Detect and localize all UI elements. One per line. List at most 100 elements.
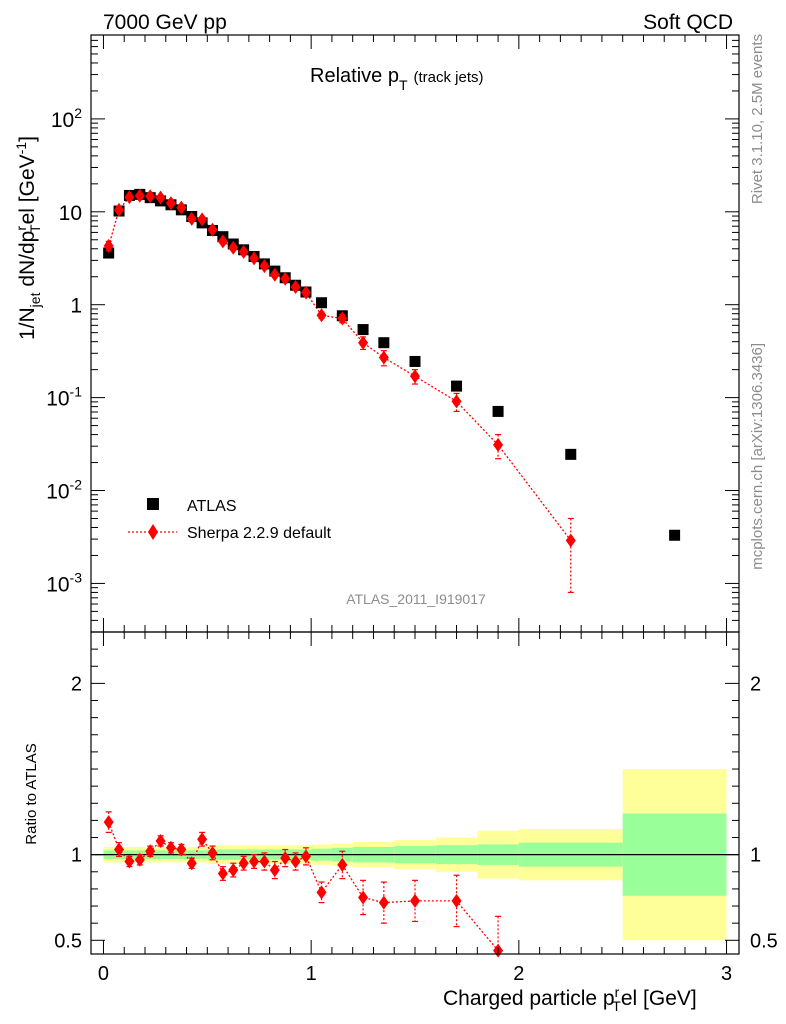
ratio-point <box>259 854 270 869</box>
ylabel-sup-r: r <box>13 226 29 231</box>
xlabel-sub-T: T <box>612 998 621 1014</box>
legend-marker-sherpa <box>148 524 158 540</box>
ratio-point <box>145 844 156 859</box>
sherpa-point <box>103 238 114 253</box>
ylabel-part: dN/dp <box>16 231 39 293</box>
ratio-point <box>316 885 327 900</box>
ratio-point <box>103 815 114 830</box>
ratio-y-tick-label-right: 2 <box>750 673 761 695</box>
sherpa-point <box>165 196 176 211</box>
atlas-point <box>409 355 421 367</box>
ratio-marks <box>91 769 739 958</box>
chart-title-main: Relative p <box>310 65 399 87</box>
atlas-point <box>378 337 390 349</box>
chart-title-sub: T <box>399 77 408 93</box>
ratio-point <box>197 832 208 847</box>
ratio-axis-ticks: 0.5 0.5 1 1 2 2 0 1 2 3 <box>54 632 778 985</box>
ratio-point <box>280 851 291 866</box>
sherpa-point <box>124 190 135 205</box>
sherpa-point <box>337 311 348 326</box>
sherpa-point <box>290 280 301 295</box>
y-tick-label: 1 <box>70 295 82 318</box>
atlas-point <box>357 324 369 336</box>
legend: ATLAS Sherpa 2.2.9 default <box>128 498 332 542</box>
ratio-point <box>451 893 462 908</box>
sherpa-point <box>145 189 156 204</box>
sherpa-point <box>228 240 239 255</box>
atlas-point <box>451 380 463 392</box>
ratio-point <box>358 890 369 905</box>
sherpa-point <box>280 271 291 286</box>
xlabel-sup-r: r <box>615 984 620 1000</box>
chart-title: Relative pT (track jets) <box>310 65 484 93</box>
rivet-label: Rivet 3.1.10, 2.5M events <box>749 34 766 204</box>
y-tick-label-exp: -2 <box>70 477 83 493</box>
ylabel-part: 1/N <box>16 307 39 340</box>
ylabel-sup-exp: -1 <box>13 142 29 155</box>
sherpa-point <box>300 285 311 300</box>
x-tick-label: 1 <box>306 963 317 985</box>
x-tick-label: 2 <box>513 963 524 985</box>
y-axis-label: 1/Njet dN/dprTel [GeV-1] <box>13 136 43 340</box>
sherpa-point <box>410 369 420 384</box>
atlas-point <box>316 297 328 309</box>
y-tick-label-base: 10 <box>46 573 69 596</box>
ratio-point <box>238 856 249 871</box>
sherpa-point <box>197 212 208 227</box>
ratio-point <box>217 866 228 881</box>
sherpa-line <box>108 195 572 541</box>
ratio-point <box>124 854 135 869</box>
ratio-point <box>207 845 218 860</box>
ratio-point <box>378 895 389 910</box>
legend-label-sherpa: Sherpa 2.2.9 default <box>187 525 332 542</box>
ratio-point <box>114 842 125 857</box>
y-tick-label: 10-2 <box>46 477 82 504</box>
x-axis-label: Charged particle pr Tel [GeV] <box>443 984 697 1014</box>
ratio-point <box>269 863 280 878</box>
sherpa-point <box>249 251 260 266</box>
ratio-point <box>155 833 166 848</box>
y-tick-label-base: 10 <box>46 388 69 411</box>
sherpa-point <box>186 211 197 226</box>
ratio-y-tick-label-right: 1 <box>750 845 761 867</box>
atlas-point <box>492 405 504 417</box>
ratio-panel: 0.5 0.5 1 1 2 2 0 1 2 3 Ratio to ATLAS Charged pa… <box>23 631 778 1014</box>
ratio-y-tick-label-left: 2 <box>71 673 82 695</box>
ratio-point <box>249 854 260 869</box>
y-tick-label: 102 <box>51 105 82 132</box>
sherpa-point <box>114 202 125 217</box>
y-tick-label: 10-3 <box>46 569 82 596</box>
ratio-point <box>228 863 239 878</box>
y-tick-label-base: 10 <box>51 109 74 132</box>
sherpa-point <box>217 234 228 249</box>
atlas-point <box>103 247 115 259</box>
sherpa-point <box>565 533 576 548</box>
header-right: Soft QCD <box>643 11 733 34</box>
y-tick-label-base: 10 <box>59 202 82 225</box>
legend-label-atlas: ATLAS <box>187 498 237 515</box>
ratio-y-tick-label-right: 0.5 <box>750 930 778 952</box>
ratio-frame <box>90 631 740 955</box>
ratio-point <box>165 840 176 855</box>
ratio-point <box>176 842 187 857</box>
sherpa-point <box>269 267 280 282</box>
ylabel-part: el [GeV <box>16 154 39 224</box>
sherpa-point <box>316 308 327 323</box>
ratio-point <box>186 856 197 871</box>
sherpa-point <box>451 394 462 409</box>
ylabel-sub-T: T <box>27 224 43 233</box>
main-frame <box>90 34 740 633</box>
sherpa-point <box>493 437 504 452</box>
y-tick-label: 10 <box>59 202 82 225</box>
y-tick-label: 10-1 <box>46 384 82 411</box>
header-left: 7000 GeV pp <box>103 11 227 34</box>
mcplots-label: mcplots.cern.ch [arXiv:1306.3436] <box>749 343 766 570</box>
ratio-y-tick-label-left: 0.5 <box>54 930 82 952</box>
sherpa-point <box>259 259 270 274</box>
ratio-point <box>410 893 420 908</box>
xlabel-part: Charged particle p <box>443 987 615 1010</box>
sherpa-point <box>134 188 145 203</box>
